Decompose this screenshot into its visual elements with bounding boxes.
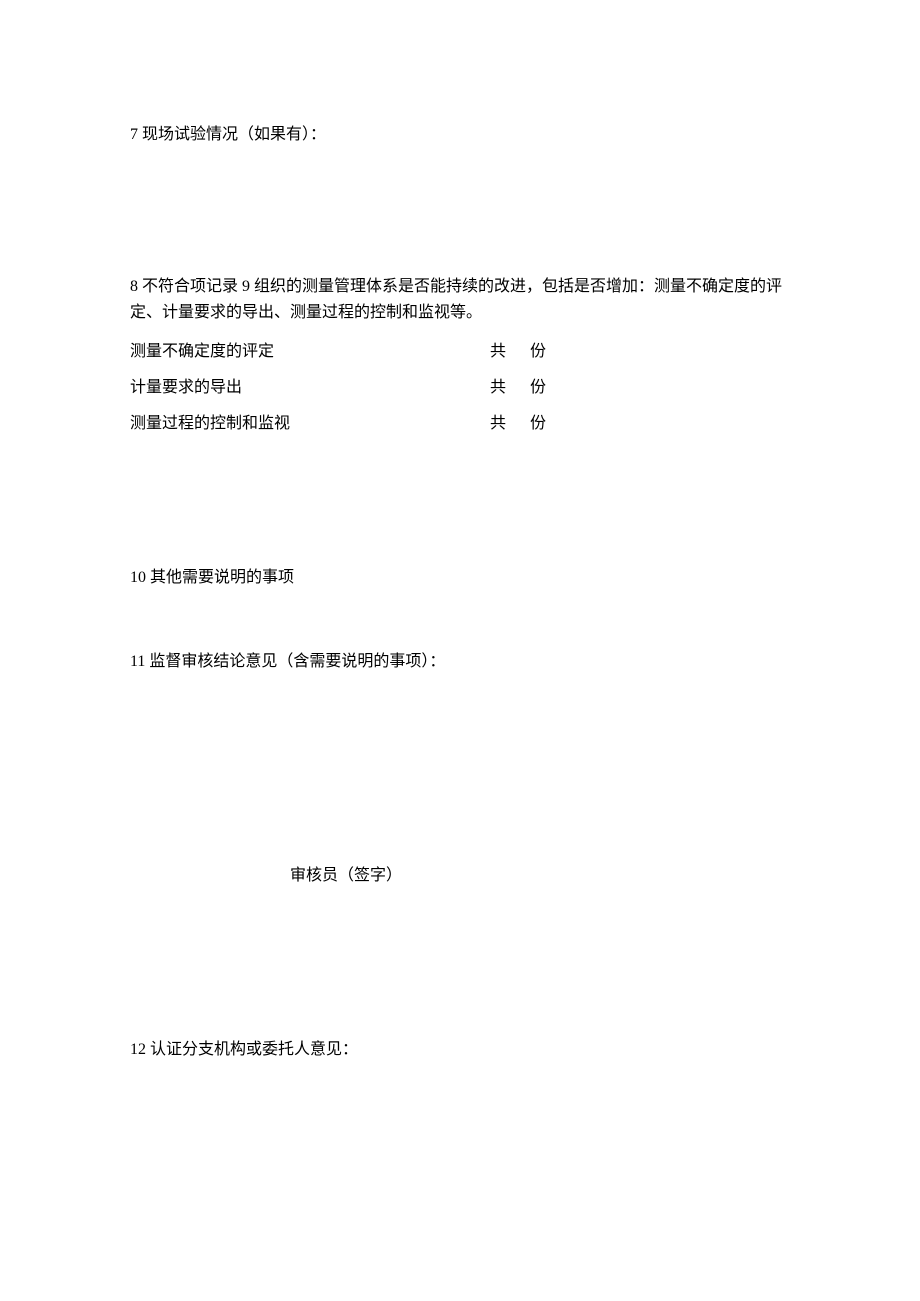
section-12-title: 12 认证分支机构或委托人意见： bbox=[130, 1041, 358, 1058]
item-unit-1: 共 bbox=[490, 409, 530, 433]
section-8-9-title: 8 不符合项记录 9 组织的测量管理体系是否能持续的改进，包括是否增加：测量不确… bbox=[130, 278, 782, 321]
item-unit-2: 份 bbox=[530, 373, 570, 397]
item-row: 测量不确定度的评定 共 份 bbox=[130, 337, 790, 361]
auditor-label: 审核员（签字） bbox=[290, 867, 402, 884]
section-7-title: 7 现场试验情况（如果有）： bbox=[130, 126, 326, 143]
section-10-title: 10 其他需要说明的事项 bbox=[130, 569, 294, 586]
item-unit-2: 份 bbox=[530, 409, 570, 433]
section-11-title: 11 监督审核结论意见（含需要说明的事项）： bbox=[130, 653, 445, 670]
item-label: 测量不确定度的评定 bbox=[130, 337, 490, 361]
section-12: 12 认证分支机构或委托人意见： bbox=[130, 1035, 790, 1059]
item-label: 测量过程的控制和监视 bbox=[130, 409, 490, 433]
section-7: 7 现场试验情况（如果有）： bbox=[130, 120, 790, 144]
item-unit-1: 共 bbox=[490, 373, 530, 397]
item-row: 测量过程的控制和监视 共 份 bbox=[130, 409, 790, 433]
section-10: 10 其他需要说明的事项 bbox=[130, 563, 790, 587]
item-unit-1: 共 bbox=[490, 337, 530, 361]
section-8-9: 8 不符合项记录 9 组织的测量管理体系是否能持续的改进，包括是否增加：测量不确… bbox=[130, 274, 790, 325]
auditor-signature: 审核员（签字） bbox=[290, 861, 790, 885]
item-label: 计量要求的导出 bbox=[130, 373, 490, 397]
item-unit-2: 份 bbox=[530, 337, 570, 361]
document-page: 7 现场试验情况（如果有）： 8 不符合项记录 9 组织的测量管理体系是否能持续… bbox=[0, 0, 920, 1059]
section-11: 11 监督审核结论意见（含需要说明的事项）： bbox=[130, 647, 790, 671]
item-row: 计量要求的导出 共 份 bbox=[130, 373, 790, 397]
